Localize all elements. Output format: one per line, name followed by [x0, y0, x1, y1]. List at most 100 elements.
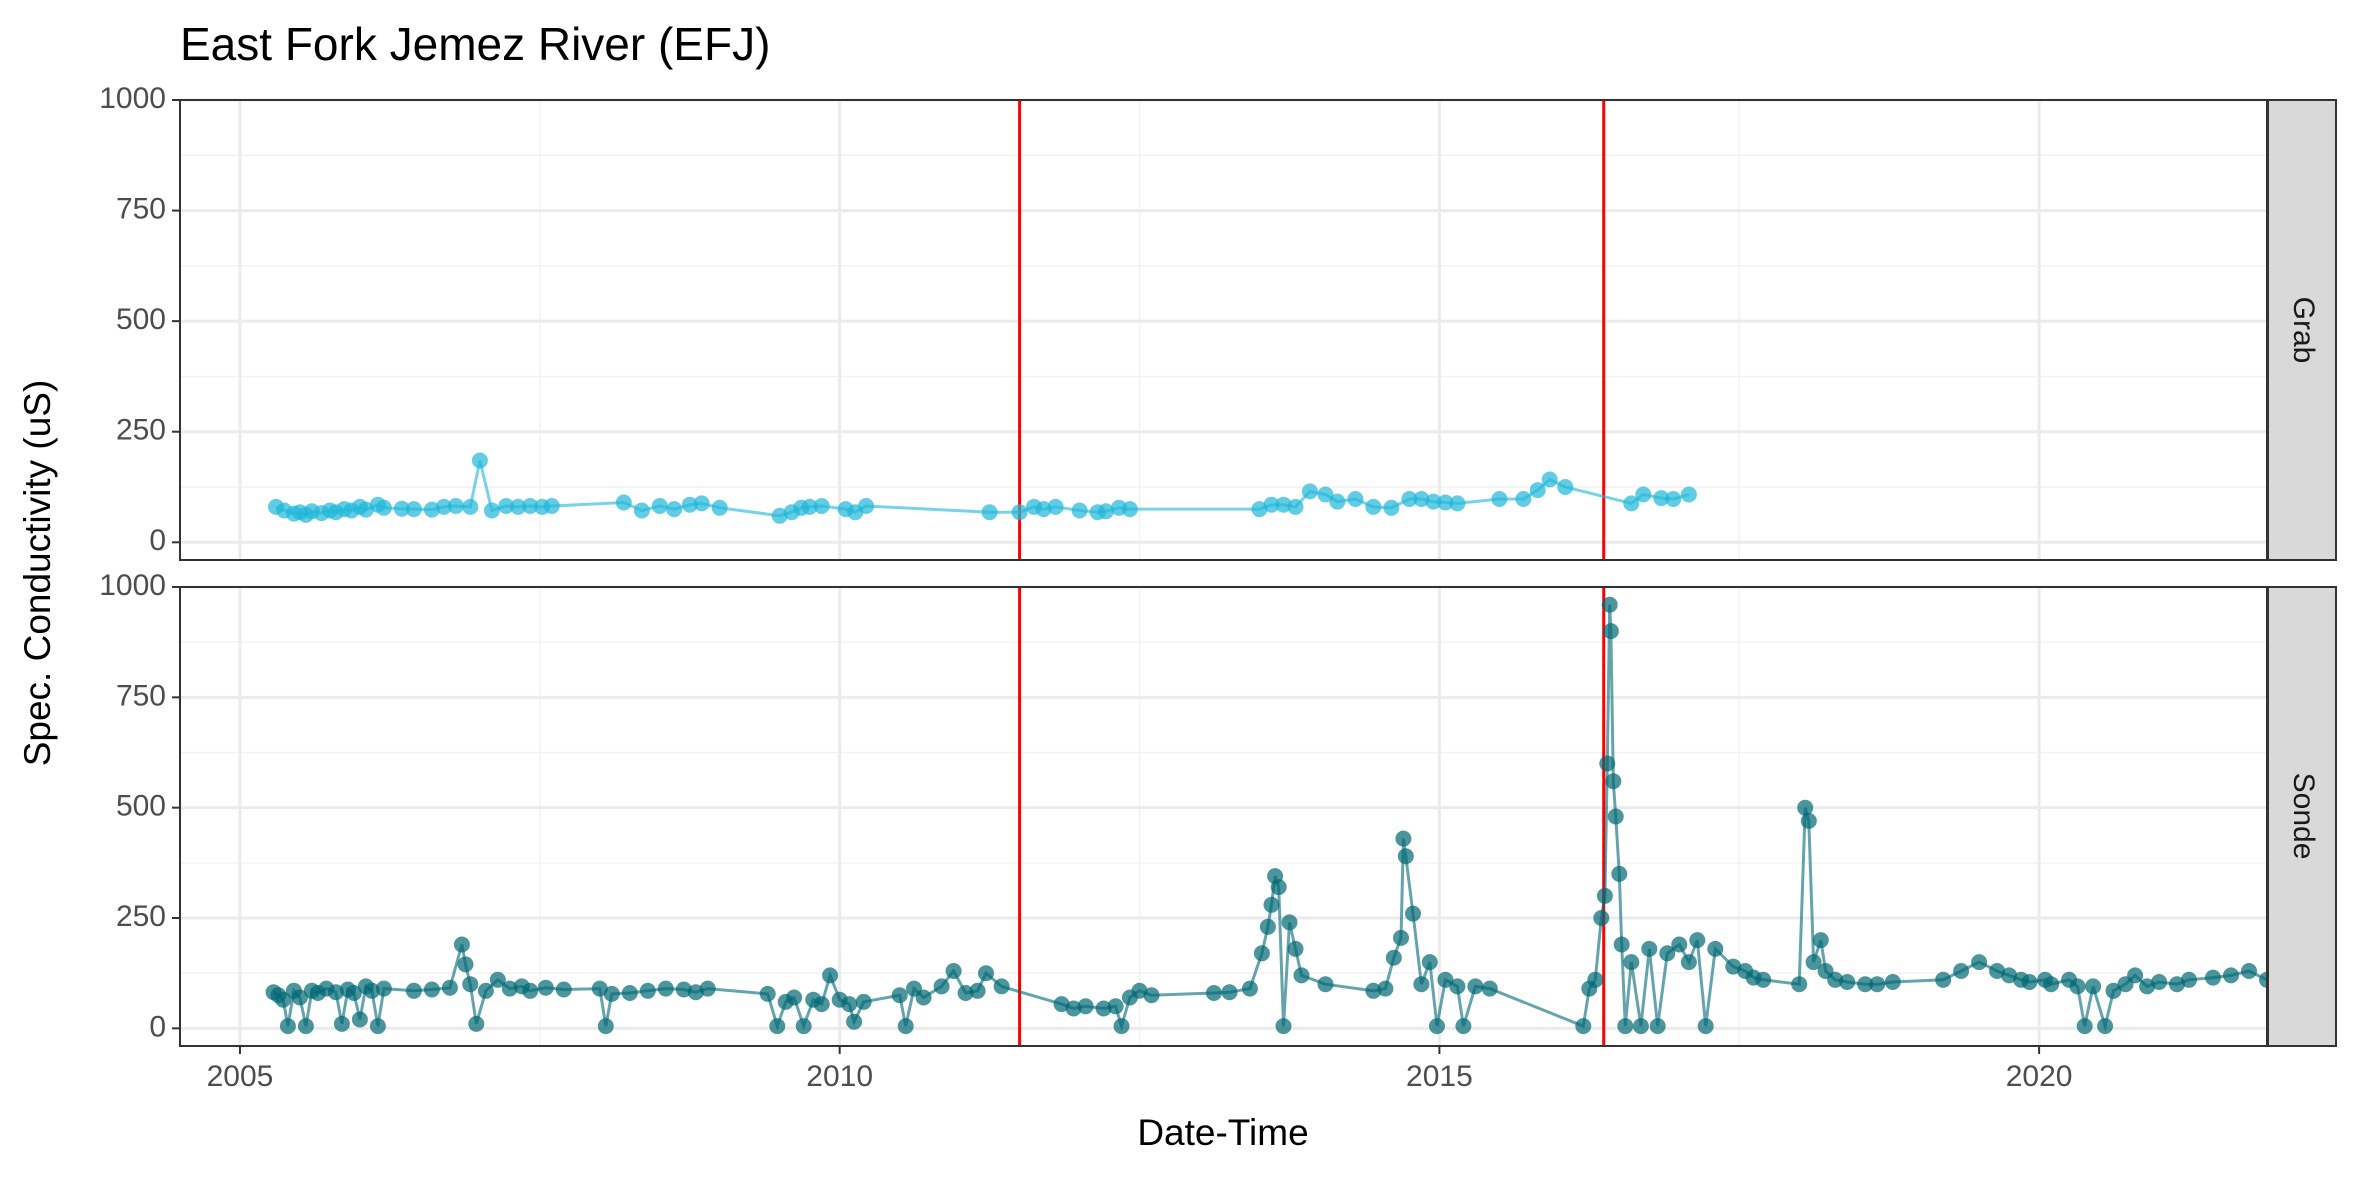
data-point: [699, 980, 716, 997]
data-point: [1515, 491, 1532, 507]
data-point: [435, 498, 452, 515]
panel-grab-background: [180, 100, 2267, 560]
data-point: [2105, 982, 2122, 999]
panel-sonde-background: [180, 587, 2267, 1046]
data-point: [1131, 982, 1148, 999]
data-point: [1143, 987, 1160, 1004]
data-point: [477, 982, 494, 999]
data-point: [423, 981, 440, 998]
data-point: [822, 967, 839, 984]
data-point: [279, 1018, 296, 1035]
data-point: [1680, 954, 1697, 971]
data-point: [1329, 493, 1346, 510]
data-point: [462, 498, 479, 515]
y-tick-label: 1000: [99, 82, 166, 115]
chart-title: East Fork Jemez River (EFJ): [180, 18, 770, 70]
data-point: [1053, 996, 1070, 1013]
data-point: [633, 502, 650, 519]
data-point: [1607, 808, 1624, 825]
data-point: [1605, 773, 1622, 790]
data-point: [453, 936, 470, 953]
data-point: [2127, 967, 2144, 984]
data-point: [357, 501, 374, 518]
data-point: [1281, 914, 1298, 931]
data-point: [1623, 954, 1640, 971]
data-point: [1275, 496, 1292, 513]
data-point: [369, 1018, 386, 1035]
data-point: [1602, 623, 1619, 640]
data-point: [1241, 980, 1258, 997]
y-tick-label: 0: [149, 524, 166, 557]
data-point: [1317, 486, 1334, 503]
data-point: [291, 989, 308, 1006]
data-point: [603, 985, 620, 1002]
data-point: [1989, 963, 2006, 979]
data-point: [1065, 1000, 1082, 1017]
data-point: [969, 982, 986, 999]
data-point: [855, 993, 872, 1010]
data-point: [275, 991, 292, 1008]
data-point: [1035, 501, 1052, 518]
strip-sonde: [2267, 586, 2337, 1047]
data-point: [1659, 945, 1676, 962]
data-point: [693, 495, 710, 512]
data-point: [1287, 940, 1304, 957]
data-point: [2241, 963, 2257, 979]
data-point: [1653, 490, 1670, 507]
data-point: [1689, 932, 1706, 949]
y-tick-label: 1000: [99, 569, 166, 602]
data-point: [1455, 1018, 1472, 1035]
data-point: [1611, 865, 1628, 882]
data-point: [1791, 976, 1808, 993]
data-point: [1601, 596, 1618, 613]
data-point: [681, 496, 698, 513]
panel-grab-y-ticks: 0 250 500 750 1000: [99, 82, 180, 557]
data-point: [1596, 887, 1613, 904]
x-tick-label: 2020: [2006, 1060, 2073, 1093]
data-point: [468, 1015, 485, 1032]
data-point: [2076, 1018, 2093, 1035]
x-tick-label: 2010: [806, 1060, 873, 1093]
data-point: [1541, 471, 1558, 488]
data-point: [363, 982, 380, 999]
data-point: [423, 501, 440, 518]
data-point: [1812, 932, 1829, 949]
data-point: [1047, 498, 1064, 515]
data-point: [759, 985, 776, 1002]
data-point: [1405, 905, 1421, 922]
data-point: [2097, 1018, 2114, 1035]
data-point: [1365, 982, 1382, 999]
data-point: [1107, 998, 1124, 1015]
data-point: [2181, 971, 2197, 988]
data-point: [1671, 936, 1688, 953]
data-point: [1623, 495, 1640, 512]
data-point: [1707, 940, 1724, 957]
data-point: [1397, 848, 1414, 865]
data-point: [543, 498, 560, 514]
data-point: [795, 1018, 812, 1035]
data-point: [1557, 479, 1574, 495]
data-point: [405, 501, 422, 518]
data-point: [1287, 498, 1304, 515]
panel-grab-series: [268, 452, 1697, 524]
data-point: [1593, 910, 1610, 926]
data-point: [483, 502, 500, 519]
y-tick-label: 750: [116, 192, 166, 225]
data-point: [462, 976, 479, 993]
data-point: [441, 979, 458, 996]
data-point: [1599, 755, 1616, 772]
data-point: [2139, 978, 2156, 995]
x-axis-title: Date-Time: [1137, 1112, 1308, 1153]
data-point: [769, 1018, 786, 1035]
y-tick-label: 250: [116, 414, 166, 447]
data-point: [801, 498, 818, 515]
data-point: [1377, 980, 1394, 997]
data-point: [393, 500, 410, 517]
data-point: [1263, 896, 1280, 913]
data-point: [1011, 504, 1028, 521]
data-point: [1275, 1018, 1292, 1035]
data-point: [375, 499, 392, 516]
data-point: [1632, 1018, 1649, 1035]
data-point: [2001, 967, 2018, 984]
data-point: [1869, 976, 1886, 993]
